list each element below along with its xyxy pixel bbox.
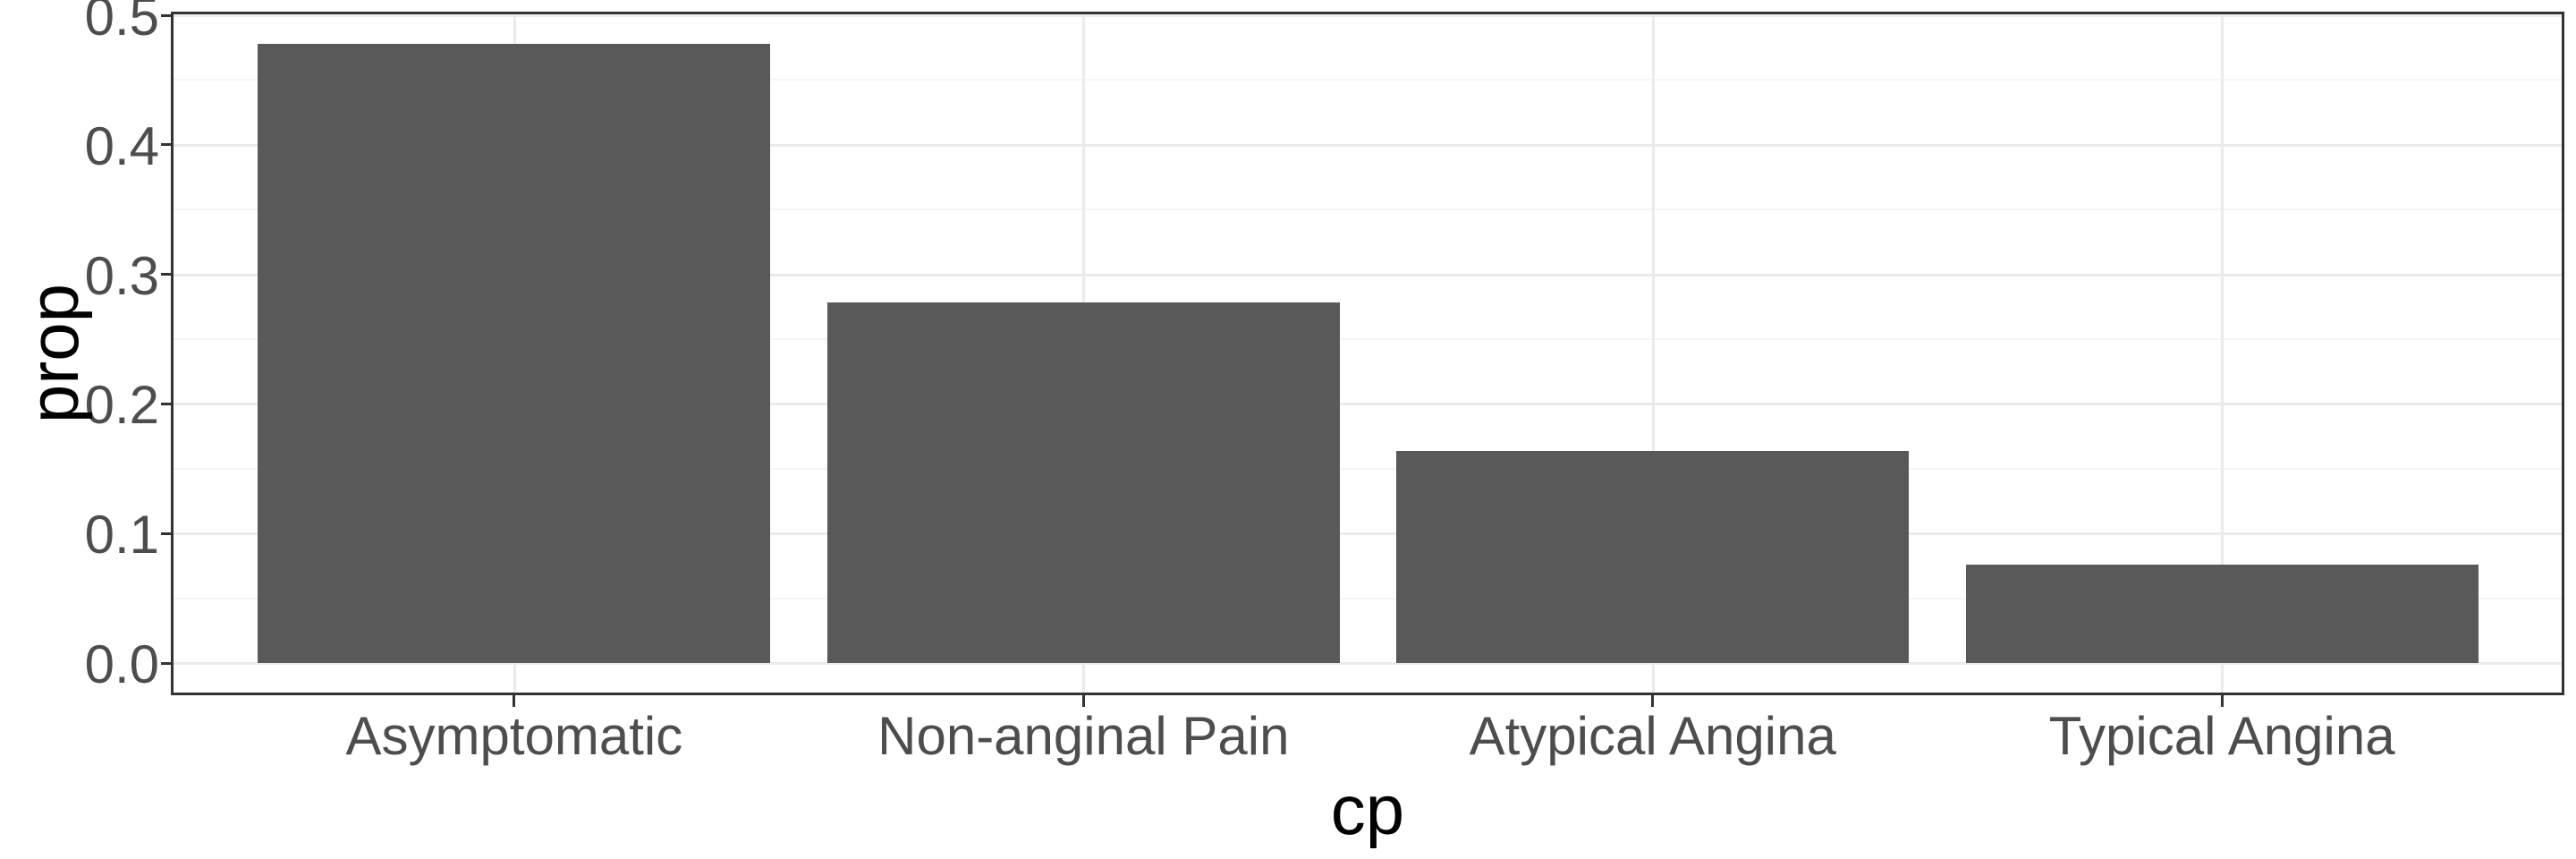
x-major-gridline	[1651, 14, 1655, 693]
x-tick-label: Typical Angina	[2048, 706, 2395, 766]
y-tick-label: 0.1	[84, 505, 159, 566]
y-minor-gridline	[174, 79, 2562, 81]
y-tick-label: 0.5	[84, 0, 159, 47]
y-major-gridline	[174, 403, 2562, 406]
y-minor-gridline	[174, 467, 2562, 470]
x-tick-label: Asymptomatic	[345, 706, 683, 766]
y-axis-title: prop	[14, 283, 93, 424]
bar-non-anginal-pain	[826, 302, 1340, 663]
y-major-gridline	[174, 532, 2562, 536]
x-axis-title: cp	[1330, 770, 1405, 849]
x-axis-tick	[513, 695, 516, 707]
x-axis-tick	[2220, 695, 2224, 707]
x-tick-label: Non-anginal Pain	[877, 706, 1290, 766]
y-tick-label: 0.4	[84, 115, 159, 176]
y-major-gridline	[174, 143, 2562, 147]
y-axis-tick	[161, 273, 173, 276]
bar-atypical-angina	[1396, 450, 1910, 663]
y-tick-label: 0.0	[84, 634, 159, 694]
y-axis-tick	[161, 13, 173, 17]
bar-typical-angina	[1965, 564, 2479, 663]
y-axis-tick	[161, 143, 173, 147]
bar-asymptomatic	[258, 43, 771, 663]
y-axis-tick	[161, 532, 173, 535]
y-axis-tick	[161, 661, 173, 665]
y-major-gridline	[174, 662, 2562, 665]
y-major-gridline	[174, 273, 2562, 276]
y-axis-tick	[161, 402, 173, 405]
x-tick-label: Atypical Angina	[1469, 706, 1836, 766]
x-axis-tick	[1081, 695, 1085, 707]
y-tick-label: 0.2	[84, 375, 159, 436]
x-major-gridline	[2221, 14, 2224, 693]
x-axis-tick	[1651, 695, 1655, 707]
y-minor-gridline	[174, 208, 2562, 211]
y-major-gridline	[174, 14, 2562, 17]
y-minor-gridline	[174, 338, 2562, 340]
y-tick-label: 0.3	[84, 245, 159, 306]
y-minor-gridline	[174, 597, 2562, 600]
